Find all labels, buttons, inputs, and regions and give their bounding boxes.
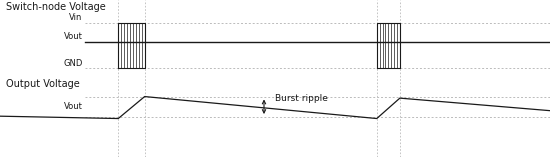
Text: Vin: Vin <box>69 13 82 22</box>
Text: Switch-node Voltage: Switch-node Voltage <box>6 2 105 12</box>
Text: Burst ripple: Burst ripple <box>275 94 328 103</box>
Text: Vout: Vout <box>64 102 82 111</box>
Text: GND: GND <box>63 59 82 68</box>
Text: Output Voltage: Output Voltage <box>6 79 79 89</box>
Text: Vout: Vout <box>64 32 82 41</box>
